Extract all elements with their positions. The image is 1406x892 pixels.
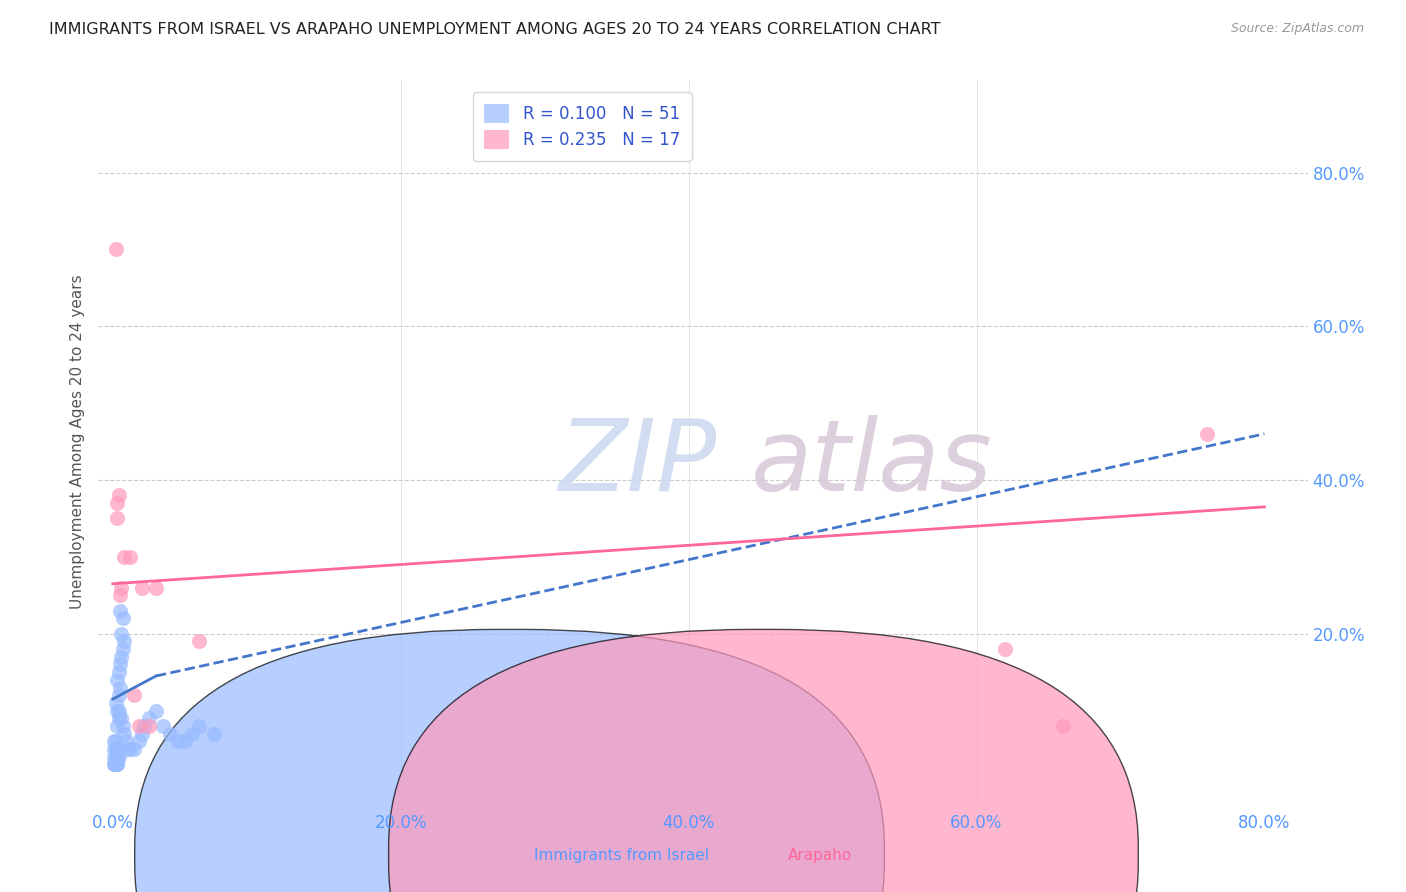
- Point: [138, 719, 160, 733]
- Point: [105, 704, 128, 718]
- Point: [105, 673, 128, 687]
- Point: [104, 734, 127, 748]
- Point: [188, 634, 211, 648]
- Point: [1195, 426, 1218, 441]
- Point: [103, 757, 125, 772]
- Point: [145, 704, 167, 718]
- Point: [111, 642, 134, 657]
- Point: [108, 588, 131, 602]
- Point: [128, 734, 150, 748]
- Text: Arapaho: Arapaho: [787, 848, 852, 863]
- Point: [159, 726, 181, 740]
- Point: [131, 726, 153, 740]
- Point: [108, 604, 131, 618]
- Point: [103, 757, 125, 772]
- Point: [166, 734, 188, 748]
- Point: [131, 581, 153, 595]
- Text: Immigrants from Israel: Immigrants from Israel: [534, 848, 709, 863]
- Point: [105, 749, 128, 764]
- Point: [103, 742, 125, 756]
- Point: [128, 719, 150, 733]
- Point: [124, 688, 146, 702]
- Point: [138, 711, 160, 725]
- Point: [104, 243, 127, 257]
- Point: [103, 749, 125, 764]
- Point: [202, 726, 225, 740]
- Point: [188, 719, 211, 733]
- Point: [107, 688, 129, 702]
- Point: [120, 742, 142, 756]
- Point: [104, 757, 127, 772]
- FancyBboxPatch shape: [135, 630, 884, 892]
- Point: [105, 757, 128, 772]
- Text: Source: ZipAtlas.com: Source: ZipAtlas.com: [1230, 22, 1364, 36]
- Point: [108, 657, 131, 672]
- Text: atlas: atlas: [751, 415, 993, 512]
- Point: [111, 719, 134, 733]
- Point: [110, 711, 132, 725]
- Point: [115, 742, 138, 756]
- Point: [105, 742, 128, 756]
- Point: [112, 726, 135, 740]
- Point: [994, 642, 1017, 657]
- Point: [105, 496, 128, 510]
- Point: [105, 511, 128, 525]
- Point: [134, 719, 156, 733]
- Point: [112, 634, 135, 648]
- Point: [181, 726, 204, 740]
- Point: [105, 719, 128, 733]
- Point: [104, 696, 127, 710]
- Point: [120, 549, 142, 564]
- Text: ZIP: ZIP: [558, 415, 716, 512]
- Point: [107, 488, 129, 502]
- Point: [108, 681, 131, 695]
- Point: [105, 757, 128, 772]
- Point: [152, 719, 174, 733]
- Point: [104, 757, 127, 772]
- Point: [110, 626, 132, 640]
- Point: [103, 734, 125, 748]
- Point: [145, 581, 167, 595]
- Point: [110, 649, 132, 664]
- Point: [111, 611, 134, 625]
- Point: [104, 742, 127, 756]
- Point: [114, 734, 136, 748]
- Point: [104, 757, 127, 772]
- Y-axis label: Unemployment Among Ages 20 to 24 years: Unemployment Among Ages 20 to 24 years: [69, 274, 84, 609]
- Point: [107, 711, 129, 725]
- Point: [107, 665, 129, 680]
- FancyBboxPatch shape: [388, 630, 1139, 892]
- Point: [110, 581, 132, 595]
- Point: [107, 749, 129, 764]
- Point: [1052, 719, 1074, 733]
- Point: [112, 549, 135, 564]
- Legend: R = 0.100   N = 51, R = 0.235   N = 17: R = 0.100 N = 51, R = 0.235 N = 17: [472, 92, 692, 161]
- Point: [104, 749, 127, 764]
- Point: [107, 704, 129, 718]
- Point: [124, 742, 146, 756]
- Text: IMMIGRANTS FROM ISRAEL VS ARAPAHO UNEMPLOYMENT AMONG AGES 20 TO 24 YEARS CORRELA: IMMIGRANTS FROM ISRAEL VS ARAPAHO UNEMPL…: [49, 22, 941, 37]
- Point: [173, 734, 195, 748]
